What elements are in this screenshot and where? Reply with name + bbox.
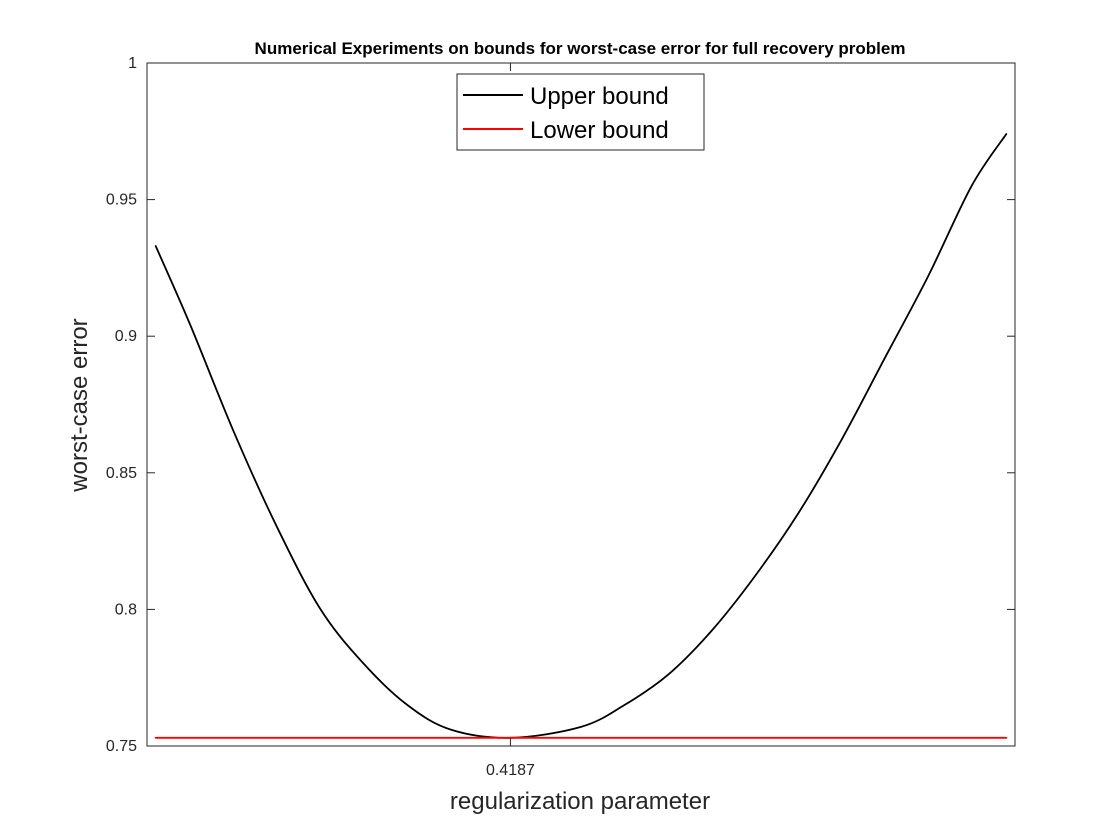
y-tick-label: 1 <box>128 55 137 72</box>
ticks: 0.75 0.8 0.85 0.9 0.95 1 0.4187 <box>106 55 1015 779</box>
series-layer <box>154 133 1008 739</box>
legend-label-upper-bound: Upper bound <box>530 83 669 110</box>
chart-title: Numerical Experiments on bounds for wors… <box>255 39 906 58</box>
plot-area <box>146 62 1016 747</box>
y-tick-label: 0.85 <box>106 465 137 482</box>
legend: Upper bound Lower bound <box>456 73 705 151</box>
series-line-upper-bound <box>154 133 1008 739</box>
legend-label-lower-bound: Lower bound <box>530 117 669 144</box>
y-tick-label: 0.8 <box>115 601 137 618</box>
y-axis-label: worst-case error <box>66 318 93 492</box>
x-tick-label: 0.4187 <box>486 762 535 779</box>
y-tick-label: 0.75 <box>106 738 137 755</box>
legend-box <box>456 73 705 151</box>
x-axis-label: regularization parameter <box>450 788 710 815</box>
axes-box <box>146 62 1016 747</box>
y-tick-label: 0.9 <box>115 328 137 345</box>
y-tick-label: 0.95 <box>106 192 137 209</box>
